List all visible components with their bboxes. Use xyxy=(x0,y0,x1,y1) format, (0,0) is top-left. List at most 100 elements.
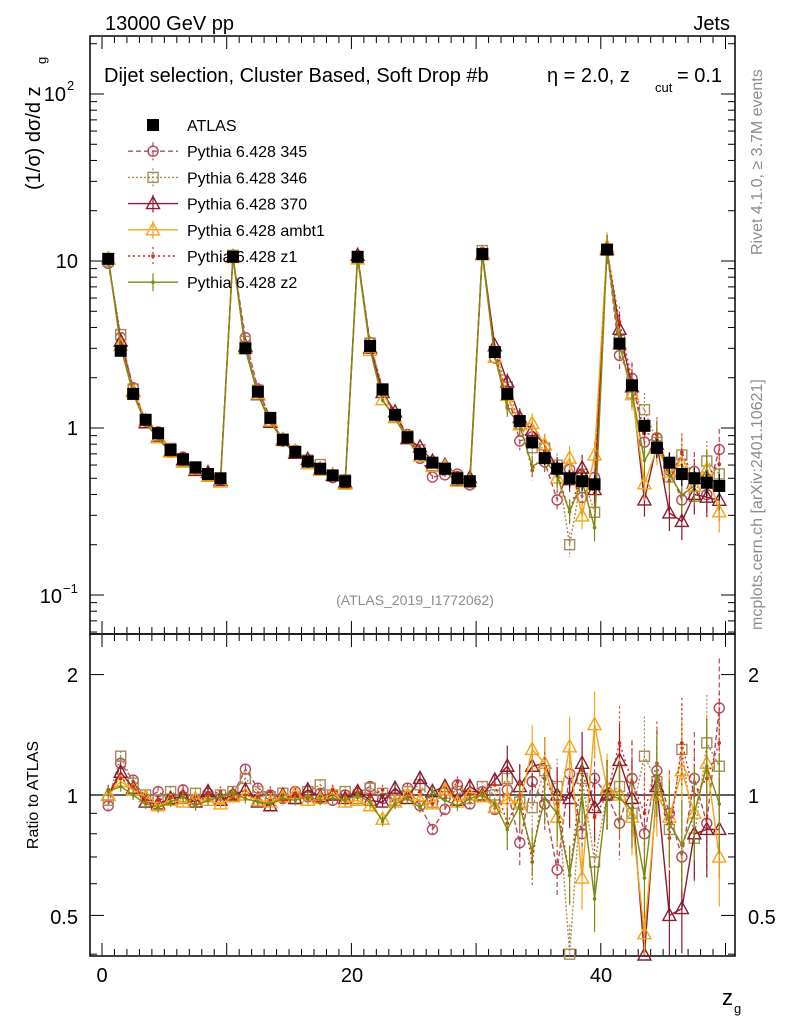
atlas-reference-series xyxy=(102,243,726,501)
legend-label: Pythia 6.428 370 xyxy=(187,197,307,214)
y-tick-label-10: 10 xyxy=(56,251,78,273)
header-energy-label: 13000 GeV pp xyxy=(105,13,234,35)
atlas-data-point xyxy=(289,445,302,458)
atlas-data-point xyxy=(551,462,564,475)
ratio-data-point xyxy=(337,793,353,808)
data-point xyxy=(567,509,572,514)
ratio-data-point xyxy=(362,797,378,812)
atlas-data-point xyxy=(177,453,190,466)
atlas-data-point xyxy=(513,415,526,428)
ratio-data-point xyxy=(711,848,727,863)
ratio-data-point xyxy=(218,794,223,799)
data-point xyxy=(524,414,540,430)
ratio-data-point xyxy=(524,740,540,756)
svg-text:η = 2.0, z: η = 2.0, z xyxy=(547,65,630,87)
ratio-series-6 xyxy=(106,718,722,932)
ratio-data-point xyxy=(118,784,123,789)
data-point xyxy=(380,398,385,403)
atlas-data-point xyxy=(301,455,314,468)
atlas-data-point xyxy=(326,469,339,482)
ratio-data-point xyxy=(175,793,191,808)
atlas-data-point xyxy=(389,408,402,421)
legend-label: Pythia 6.428 345 xyxy=(187,144,307,161)
atlas-data-point xyxy=(675,468,688,481)
ratio-data-point xyxy=(293,798,298,803)
rivet-version-label: Rivet 4.1.0, ≥ 3.7M events xyxy=(749,69,766,255)
svg-text:= 0.1: = 0.1 xyxy=(677,65,722,87)
legend-marker xyxy=(151,280,155,285)
legend-marker xyxy=(145,221,161,236)
ratio-data-point xyxy=(487,799,503,814)
svg-text:cut: cut xyxy=(655,80,673,95)
ratio-data-point xyxy=(530,850,535,854)
atlas-data-point xyxy=(476,248,489,261)
atlas-data-point xyxy=(264,411,277,424)
data-point xyxy=(667,472,672,477)
ratio-data-point xyxy=(642,811,647,816)
atlas-data-point xyxy=(226,250,239,263)
atlas-data-point xyxy=(139,413,152,426)
atlas-data-point xyxy=(488,346,501,359)
legend-item-6: Pythia 6.428 z2 xyxy=(128,273,297,292)
ratio-data-point xyxy=(118,776,123,781)
ratio-data-point xyxy=(586,799,603,814)
ratio-y-tick-label-right-0.5: 0.5 xyxy=(748,907,776,929)
legend-item-5: Pythia 6.428 z1 xyxy=(128,247,297,266)
atlas-data-point xyxy=(251,385,264,398)
ratio-data-point xyxy=(193,803,198,808)
ratio-data-point xyxy=(168,794,173,799)
ratio-data-point xyxy=(630,807,634,812)
ratio-data-point xyxy=(412,769,428,785)
x-axis-title: z g xyxy=(722,985,741,1016)
data-point xyxy=(661,504,678,519)
data-point xyxy=(530,464,535,469)
legend-label: ATLAS xyxy=(187,118,237,135)
y-axis-title: (1/σ) dσ/d z g xyxy=(23,57,49,190)
ratio-data-point xyxy=(480,793,485,797)
atlas-data-point xyxy=(688,472,701,485)
legend-item-1: Pythia 6.428 345 xyxy=(128,142,307,161)
ratio-data-point xyxy=(443,798,447,803)
atlas-data-point xyxy=(201,468,214,481)
ratio-data-point xyxy=(563,948,576,960)
ratio-data-point xyxy=(699,821,715,836)
atlas-data-point xyxy=(663,456,676,469)
atlas-data-point xyxy=(102,252,115,265)
data-point xyxy=(674,513,690,528)
legend-marker xyxy=(151,254,155,258)
ratio-data-point xyxy=(418,805,422,810)
atlas-data-point xyxy=(152,427,165,440)
ratio-data-point xyxy=(156,798,160,803)
data-point xyxy=(563,539,576,551)
x-tick-label-20: 20 xyxy=(341,965,363,987)
ratio-data-point xyxy=(493,802,497,806)
atlas-data-point xyxy=(438,462,451,475)
ratio-data-point xyxy=(605,793,609,797)
ratio-data-point xyxy=(717,741,722,745)
atlas-data-point xyxy=(164,443,177,456)
ratio-data-point xyxy=(592,815,597,820)
legend-item-0: ATLAS xyxy=(147,118,237,135)
legend-label: Pythia 6.428 z2 xyxy=(187,275,297,292)
ratio-data-point xyxy=(293,791,298,796)
ratio-data-point xyxy=(318,798,323,803)
legend-marker xyxy=(147,171,159,184)
ratio-data-point xyxy=(300,791,316,806)
data-point xyxy=(704,468,709,473)
ratio-data-point xyxy=(243,796,248,801)
atlas-data-point xyxy=(576,475,589,488)
ratio-y-tick-label-right-2: 2 xyxy=(748,665,759,687)
data-point xyxy=(638,403,651,416)
ratio-data-point xyxy=(405,796,410,801)
legend-label: Pythia 6.428 346 xyxy=(187,170,307,187)
ratio-data-point xyxy=(231,796,235,801)
ratio-data-point xyxy=(493,783,497,787)
ratio-y-axis-title: Ratio to ATLAS xyxy=(25,741,42,849)
ratio-data-point xyxy=(368,800,372,804)
ratio-data-point xyxy=(355,793,360,797)
ratio-y-tick-label-0.5: 0.5 xyxy=(50,907,78,929)
atlas-data-point xyxy=(189,461,202,474)
atlas-data-point xyxy=(276,433,289,446)
ratio-data-point xyxy=(343,793,347,797)
atlas-data-point xyxy=(538,452,551,465)
